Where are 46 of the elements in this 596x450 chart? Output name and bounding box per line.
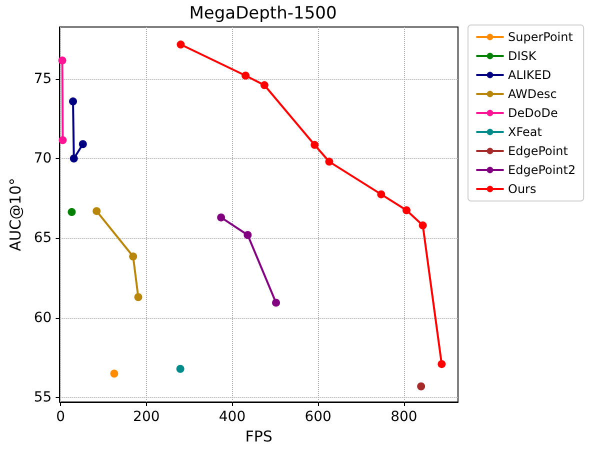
x-tick-label: 400 (218, 409, 246, 425)
point (129, 252, 138, 260)
point (260, 81, 268, 90)
x-axis-title: FPS (245, 427, 272, 446)
point (417, 382, 426, 390)
legend-label: EdgePoint2 (508, 163, 576, 177)
point (92, 207, 101, 216)
point (310, 140, 319, 149)
x-tick-label: 600 (304, 409, 332, 425)
legend-label: ALIKED (508, 68, 552, 82)
point (176, 40, 185, 49)
legend-label: DeDoDe (508, 106, 558, 120)
point (68, 208, 76, 216)
point (69, 97, 78, 106)
point (377, 190, 386, 198)
point (58, 136, 67, 144)
legend-label: SuperPoint (508, 30, 574, 44)
x-tick-label: 200 (133, 409, 160, 425)
legend-label: DISK (508, 49, 538, 63)
point (78, 140, 87, 148)
point (176, 364, 184, 373)
y-tick-label: 75 (34, 70, 52, 87)
point (402, 206, 410, 214)
legend-label: Ours (508, 182, 536, 196)
point (418, 221, 427, 230)
x-tick-label: 0 (56, 409, 66, 425)
point (110, 370, 118, 378)
chart-title: MegaDepth-1500 (189, 4, 337, 24)
y-tick-label: 60 (34, 310, 52, 326)
x-tick-label: 800 (390, 409, 418, 425)
point (438, 360, 446, 368)
legend-label: EdgePoint (508, 144, 568, 158)
point (272, 298, 280, 307)
legend-label: AWDesc (508, 87, 557, 101)
y-axis-title: AUC@10° (6, 178, 24, 252)
y-tick-label: 70 (34, 150, 52, 166)
point (217, 213, 226, 222)
y-tick-label: 65 (34, 230, 52, 246)
point (244, 230, 252, 239)
point (134, 293, 142, 302)
point (58, 56, 66, 64)
point (242, 72, 250, 80)
y-tick-label: 55 (34, 390, 52, 406)
point (325, 158, 334, 166)
legend-label: XFeat (508, 125, 542, 139)
point (70, 154, 78, 162)
